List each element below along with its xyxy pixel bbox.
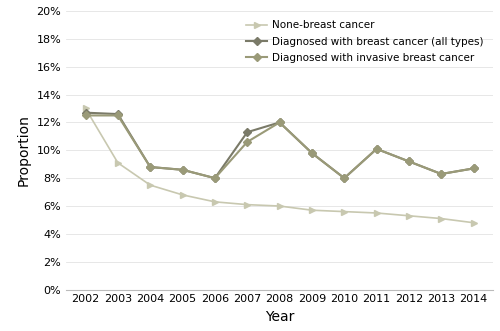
Diagnosed with invasive breast cancer [212,176,218,180]
Diagnosed with invasive breast cancer [438,172,444,176]
Diagnosed with breast cancer (all types) [470,166,476,170]
None-breast cancer [276,204,282,208]
X-axis label: Year: Year [265,310,294,324]
None-breast cancer [309,208,315,212]
None-breast cancer [115,161,121,165]
None-breast cancer [147,183,153,187]
Diagnosed with invasive breast cancer [82,114,88,118]
Diagnosed with invasive breast cancer [147,165,153,169]
None-breast cancer [212,200,218,204]
None-breast cancer [180,193,186,197]
None-breast cancer [342,210,347,213]
Diagnosed with breast cancer (all types) [147,165,153,169]
Diagnosed with invasive breast cancer [244,140,250,144]
Diagnosed with breast cancer (all types) [244,130,250,134]
Diagnosed with breast cancer (all types) [212,176,218,180]
Diagnosed with breast cancer (all types) [374,147,380,151]
Diagnosed with breast cancer (all types) [342,176,347,180]
Diagnosed with breast cancer (all types) [276,120,282,124]
Diagnosed with invasive breast cancer [470,166,476,170]
Diagnosed with breast cancer (all types) [82,111,88,115]
Diagnosed with breast cancer (all types) [180,168,186,172]
None-breast cancer [470,221,476,225]
Y-axis label: Proportion: Proportion [17,114,31,186]
Diagnosed with breast cancer (all types) [438,172,444,176]
Legend: None-breast cancer, Diagnosed with breast cancer (all types), Diagnosed with inv: None-breast cancer, Diagnosed with breas… [242,16,488,67]
Line: None-breast cancer: None-breast cancer [82,106,476,225]
None-breast cancer [406,214,412,218]
Diagnosed with breast cancer (all types) [309,151,315,155]
Diagnosed with breast cancer (all types) [406,160,412,164]
Diagnosed with invasive breast cancer [374,147,380,151]
None-breast cancer [438,216,444,220]
None-breast cancer [244,203,250,207]
Diagnosed with invasive breast cancer [406,160,412,164]
Diagnosed with invasive breast cancer [115,114,121,118]
Diagnosed with invasive breast cancer [342,176,347,180]
Diagnosed with breast cancer (all types) [115,112,121,116]
Diagnosed with invasive breast cancer [309,151,315,155]
None-breast cancer [374,211,380,215]
Line: Diagnosed with invasive breast cancer: Diagnosed with invasive breast cancer [82,113,476,181]
None-breast cancer [82,107,88,111]
Line: Diagnosed with breast cancer (all types): Diagnosed with breast cancer (all types) [82,110,476,181]
Diagnosed with invasive breast cancer [276,120,282,124]
Diagnosed with invasive breast cancer [180,168,186,172]
